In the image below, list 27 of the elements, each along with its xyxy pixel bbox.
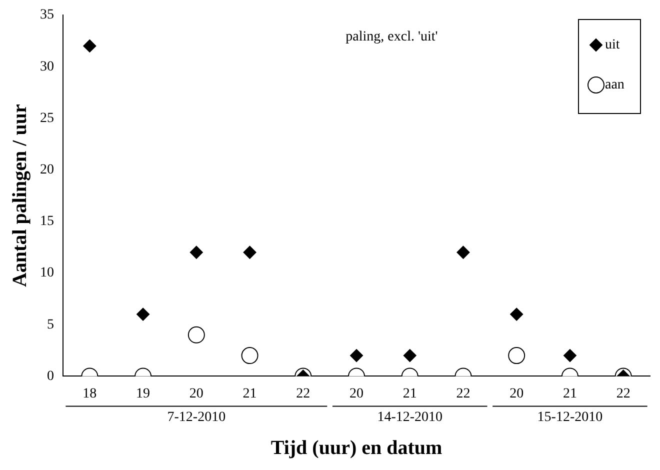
y-tick-label: 10 xyxy=(40,266,54,281)
x-tick-label: 21 xyxy=(562,386,577,402)
y-axis-title: Aantal palingen / uur xyxy=(9,104,32,288)
x-axis-title: Tijd (uur) en datum xyxy=(270,437,443,460)
x-tick-label: 20 xyxy=(350,386,364,402)
legend-label: aan xyxy=(605,78,624,93)
text: 15-12-2010 xyxy=(537,410,603,425)
x-tick-label: 19 xyxy=(136,386,150,402)
y-tick-label: 35 xyxy=(40,8,54,23)
x-tick-label: 22 xyxy=(296,386,310,402)
y-tick-label: 30 xyxy=(40,59,54,74)
y-tick-label: 25 xyxy=(40,110,54,126)
x-tick-label: 21 xyxy=(402,386,417,402)
x-tick-label: 20 xyxy=(510,386,524,402)
annotation: paling, excl. 'uit' xyxy=(346,30,438,45)
y-tick-label: 20 xyxy=(40,162,54,178)
y-tick-label: 0 xyxy=(47,368,54,384)
x-tick-label: 22 xyxy=(456,386,470,402)
x-tick-label: 18 xyxy=(82,386,97,402)
x-tick-label: 20 xyxy=(189,386,204,402)
y-tick-label: 15 xyxy=(40,214,54,230)
y-tick-label: 5 xyxy=(47,317,54,332)
text: 14-12-2010 xyxy=(377,410,443,425)
text: 7-12-2010 xyxy=(167,410,226,425)
legend-label: uit xyxy=(605,38,620,53)
x-tick-label: 22 xyxy=(616,386,630,402)
x-tick-label: 21 xyxy=(242,386,257,402)
